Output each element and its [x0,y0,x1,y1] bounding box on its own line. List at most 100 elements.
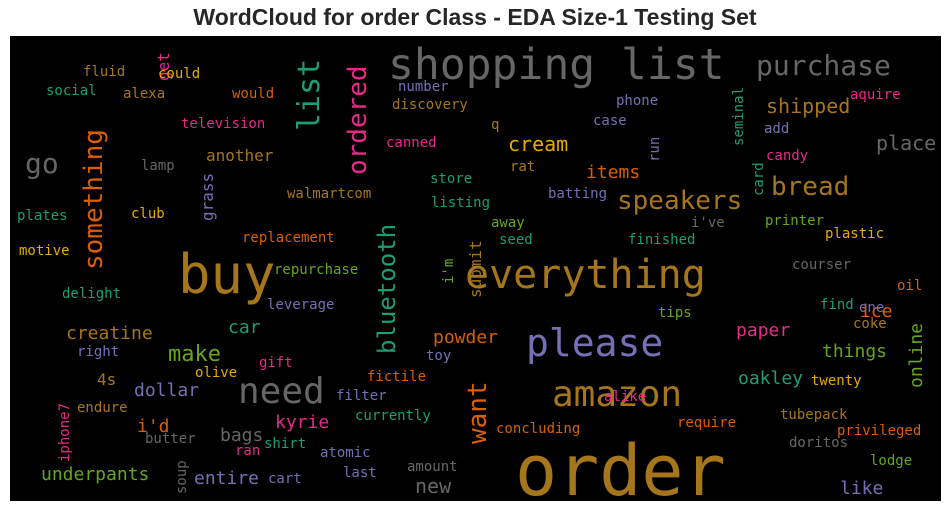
word-could: could [158,66,201,82]
word-find: find [820,297,854,313]
word-twenty: twenty [811,373,862,389]
word-cart: cart [268,471,302,487]
word-concluding: concluding [496,421,581,437]
word-everything: everything [465,252,706,298]
word-endure: endure [77,400,128,416]
word-repurchase: repurchase [274,262,359,278]
word-underpants: underpants [41,464,150,485]
word-delight: delight [62,286,122,302]
word-bread: bread [771,172,850,202]
word-i-ve: i've [691,215,725,231]
word-olive: olive [195,365,238,381]
word-discovery: discovery [392,97,468,113]
word-seminal: seminal [731,86,747,146]
word-leverage: leverage [267,297,335,313]
word-candy: candy [766,148,809,164]
word-items: items [586,162,641,183]
word-privileged: privileged [837,423,922,439]
word-buy: buy [178,243,276,306]
word-run: run [647,136,663,162]
word-social: social [46,83,97,99]
word-store: store [430,171,473,187]
word-finished: finished [628,232,696,248]
word-i-m: i'm [441,258,457,284]
word-list: list [292,58,327,131]
word-make: make [168,342,221,367]
word-aquire: aquire [850,87,901,103]
word-oil: oil [897,278,923,294]
word-tubepack: tubepack [780,407,848,423]
word-toy: toy [426,348,452,364]
word-paper: paper [736,320,791,341]
word-seed: seed [499,232,533,248]
word-purchase: purchase [756,49,891,82]
word-submit: submit [466,240,485,298]
word-number: number [398,79,449,95]
word-alike: alike [604,389,647,405]
word-please: please [526,321,664,365]
word-rat: rat [510,159,536,175]
word-walmartcom: walmartcom [287,186,372,202]
word-creatine: creatine [66,323,153,344]
word-need: need [238,371,325,412]
word-phone: phone [616,93,659,109]
word-courser: courser [792,257,852,273]
word-printer: printer [765,213,825,229]
word-things: things [822,341,888,362]
word-coke: coke [853,316,887,332]
word-away: away [491,215,525,231]
word-alexa: alexa [123,86,166,102]
word-shipped: shipped [766,94,851,118]
word-powder: powder [433,327,499,348]
word-online: online [906,322,927,388]
word-fluid: fluid [83,64,126,80]
word-bluetooth: bluetooth [373,223,401,354]
word-lodge: lodge [870,453,913,469]
word-last: last [343,465,377,481]
word-i-d: i'd [137,416,170,437]
word-batting: batting [548,186,608,202]
word-lamp: lamp [141,158,175,174]
word-currently: currently [355,408,431,424]
word-butter: butter [145,431,196,447]
word-replacement: replacement [242,230,335,246]
word-listing: listing [431,195,491,211]
word-fictile: fictile [367,369,427,385]
word-entire: entire [194,468,260,489]
word-order: order [515,430,726,501]
word-filter: filter [336,388,387,404]
word-shirt: shirt [264,436,307,452]
chart-title: WordCloud for order Class - EDA Size-1 T… [193,4,757,30]
word-one: one [859,300,885,316]
word-ran: ran [235,443,261,459]
word-q: q [491,117,500,133]
word-plastic: plastic [825,226,885,242]
word-oakley: oakley [738,368,804,389]
word-4s: 4s [97,370,117,389]
word-new: new [415,474,452,498]
word-doritos: doritos [789,435,849,451]
word-cream: cream [508,132,569,156]
word-tips: tips [658,305,692,321]
word-card: card [751,162,767,196]
word-car: car [228,317,261,338]
word-amazon: amazon [552,374,683,415]
word-club: club [131,206,165,222]
word-plates: plates [17,208,68,224]
word-television: television [181,116,266,132]
word-right: right [77,344,120,360]
word-bags: bags [220,425,264,446]
word-shopping-list: shopping list [388,40,725,90]
word-motive: motive [19,243,70,259]
word-something: something [79,129,109,270]
word-require: require [677,415,737,431]
word-dollar: dollar [134,380,200,401]
word-gift: gift [259,355,293,371]
word-speakers: speakers [617,186,743,216]
word-ice: ice [860,301,893,322]
word-amount: amount [407,459,458,475]
word-would: would [232,86,275,102]
word-canned: canned [386,135,437,151]
wordcloud-canvas: shopping list order buy everything please ama… [10,36,941,501]
word-soup: soup [174,460,190,494]
